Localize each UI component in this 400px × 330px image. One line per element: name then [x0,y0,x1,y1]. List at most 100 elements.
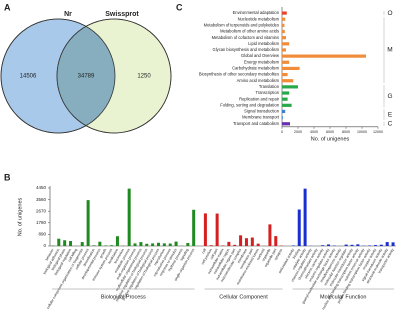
category-label: Metabolism of terpenoids and polyketides [204,22,279,27]
bar [86,200,90,246]
bar [282,54,366,58]
venn-count: 34789 [78,74,95,80]
panel-label: C [176,2,183,12]
bar [80,242,84,246]
category-label: signaling [179,248,189,262]
bar [268,224,272,246]
bar [174,241,178,246]
panel-label: B [4,172,11,182]
bar [282,42,290,46]
bar [221,245,225,246]
bar [282,66,300,71]
bar [139,242,143,246]
bar [239,235,243,246]
bar [391,242,395,246]
bar [215,213,219,246]
category-label: Membrane transport [242,115,280,120]
bar [282,36,286,40]
bar [282,72,288,77]
category-label: Metabolism of cofactors and vitamins [212,35,279,40]
category-label: Amino acid metabolism [237,78,280,83]
bar [373,245,377,246]
bar [127,188,131,246]
venn-overlap [57,19,115,133]
category-label: behavior [45,247,55,261]
category-label: synapse [273,248,283,261]
y-tick-label: 4450 [36,185,47,190]
bar [282,79,294,83]
category-label: Global and Overview [241,53,279,58]
bar [282,85,298,89]
bar [282,97,288,101]
bar [379,244,383,246]
bar [92,245,96,246]
category-label: cell part [209,248,218,260]
bar [274,236,278,246]
x-tick-label: 8000 [342,130,350,134]
bar [282,91,290,95]
bar [256,243,260,246]
x-tick-label: 6000 [326,130,334,134]
bar [227,241,231,246]
venn-outline [56,18,172,134]
bar [282,109,286,114]
category-label: cell [201,248,207,255]
bar [104,245,108,246]
bar [203,213,207,246]
bar [63,240,67,246]
group-label: G [387,93,392,100]
bar [57,238,61,246]
venn-count: 14506 [20,74,37,80]
bar [133,243,137,246]
category-label: Environmental adaptation [233,10,280,15]
x-tick-label: 0 [281,130,283,134]
bar [356,244,360,246]
category-label: Biosynthesis of other secondary metaboli… [199,72,279,77]
group-label: Cellular Component [219,294,268,300]
bar [168,243,172,246]
category-label: Metabolism of other amino acids [220,29,279,34]
category-label: localization [107,248,119,265]
category-label: organelle [261,248,271,262]
group-label: C [388,120,393,127]
x-axis-label: No. of unigenes [311,136,350,142]
bar [368,245,372,246]
bar [350,244,354,246]
category-label: Transport and catabolism [233,121,280,126]
bar [282,11,287,15]
y-tick-label: 890 [38,232,46,237]
category-label: binding [292,248,301,260]
bar [162,243,166,246]
bar [297,209,301,246]
bar [282,116,283,120]
bar [98,241,102,246]
category-label: Lipid metabolism [248,41,279,46]
x-tick-label: 12000 [373,130,383,134]
group-label: Molecular Function [320,294,366,300]
bar [282,122,290,126]
bar [209,245,213,246]
category-label: locomotion [113,248,125,264]
y-tick-label: 1780 [36,220,47,225]
panel-label: A [4,2,11,12]
bar [321,245,325,246]
bar [69,241,73,246]
category-label: Replication and repair [239,96,279,101]
x-tick-label: 10000 [357,130,367,134]
category-label: Translation [259,84,280,89]
bar [282,103,292,107]
x-tick-label: 4000 [310,130,318,134]
bar [385,242,389,246]
category-label: cell killing [67,248,78,263]
venn-count: 1250 [137,74,151,80]
bar [282,17,286,21]
group-label: M [387,47,392,54]
bar [233,244,237,246]
bar [291,245,295,246]
category-label: nucleoid [256,248,266,261]
set-name: Swissprot [105,11,139,18]
group-label: E [388,111,393,118]
category-label: Glycan biosynthesis and metabolism [213,47,280,52]
bar [156,242,160,246]
y-axis-label: No. of unigenes [17,197,23,236]
